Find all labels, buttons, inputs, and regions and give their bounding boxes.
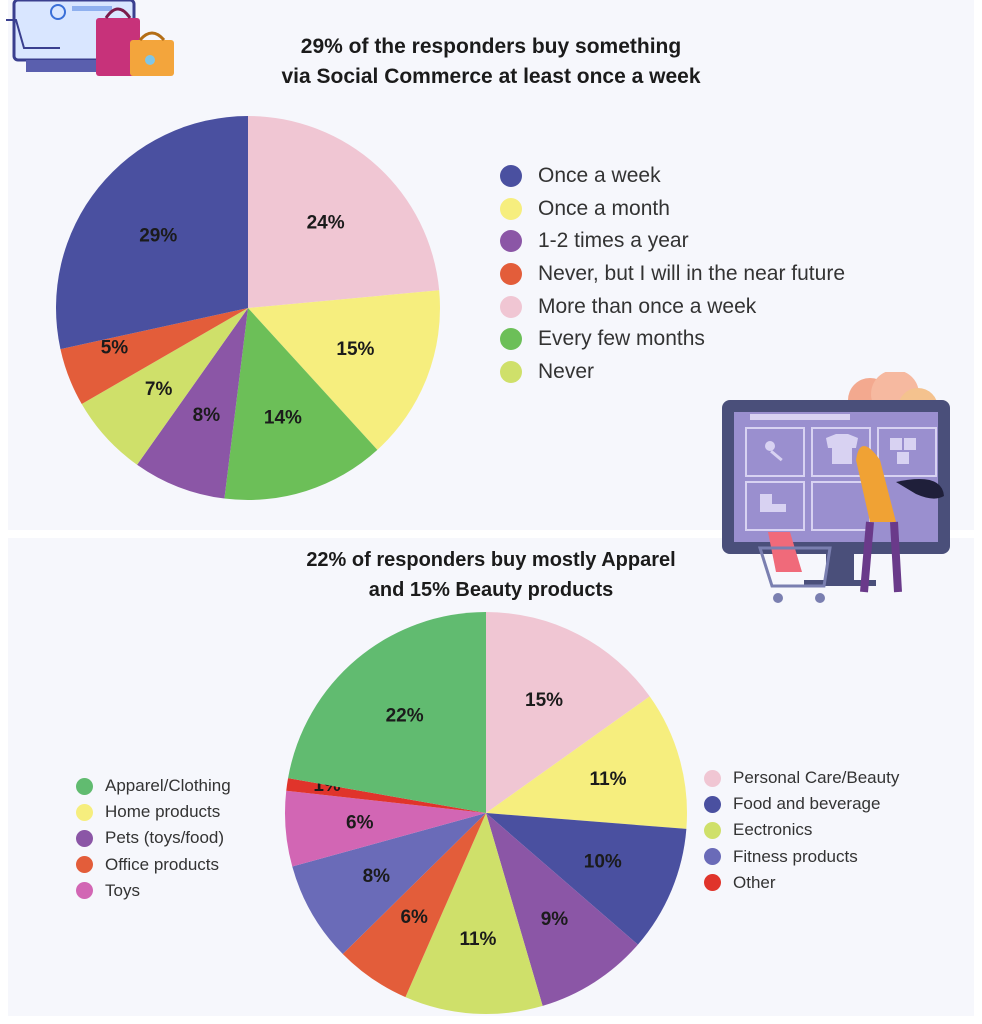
chart-2-legend-swatch: [76, 882, 93, 899]
chart-1-legend-label: Never: [538, 360, 594, 384]
chart-1-data-label-1-2-times-a-year: 8%: [193, 405, 221, 426]
chart-2-legend-item-home-products: Home products: [76, 799, 231, 825]
chart-2-pie: 15%11%10%9%11%6%8%6%1%22%: [280, 610, 692, 1022]
chart-1-legend-swatch: [500, 263, 522, 285]
chart-1-legend-item-1-2-times-a-year: 1-2 times a year: [500, 225, 845, 258]
chart-2-legend-swatch: [704, 796, 721, 813]
chart-1-legend-label: Once a week: [538, 164, 661, 188]
chart-1-title-line-1: 29% of the responders buy something: [0, 32, 982, 62]
chart-2-legend-label: Office products: [105, 855, 219, 875]
chart-1-legend-swatch: [500, 198, 522, 220]
chart-1-data-label-once-a-month: 15%: [336, 339, 374, 360]
chart-1-data-label-never: 7%: [145, 379, 173, 400]
chart-2-legend-item-pets-toys-food: Pets (toys/food): [76, 825, 231, 851]
chart-1-data-label-once-a-week: 29%: [139, 225, 177, 246]
chart-2-legend-label: Toys: [105, 881, 140, 901]
chart-1-legend-swatch: [500, 165, 522, 187]
chart-1-title-line-2: via Social Commerce at least once a week: [0, 62, 982, 92]
chart-2-data-label-office-products: 6%: [400, 907, 428, 928]
chart-1-legend-item-every-few-months: Every few months: [500, 323, 845, 356]
chart-1-legend-item-never-but-i-will-in-the-near-future: Never, but I will in the near future: [500, 258, 845, 291]
chart-2-legend-item-other: Other: [704, 870, 899, 896]
chart-2-legend-swatch: [704, 874, 721, 891]
chart-2-legend-item-apparel-clothing: Apparel/Clothing: [76, 773, 231, 799]
chart-1-legend-label: 1-2 times a year: [538, 229, 689, 253]
chart-2-legend-swatch: [76, 778, 93, 795]
chart-2-legend-left: Apparel/Clothing Home products Pets (toys/…: [76, 773, 231, 904]
chart-1-legend-swatch: [500, 230, 522, 252]
chart-1-title: 29% of the responders buy something via …: [0, 32, 982, 92]
chart-2-legend-item-toys: Toys: [76, 878, 231, 904]
chart-2-data-label-toys: 6%: [346, 813, 374, 834]
chart-2-title: 22% of responders buy mostly Apparel and…: [0, 545, 982, 605]
chart-2-data-label-personal-care-beauty: 15%: [525, 690, 563, 711]
chart-2-data-label-home-products: 11%: [590, 769, 627, 790]
chart-2-legend-swatch: [76, 804, 93, 821]
chart-2-data-label-apparel-clothing: 22%: [386, 705, 424, 726]
chart-2-legend-right: Personal Care/Beauty Food and beverage Eec…: [704, 765, 899, 896]
chart-1-legend-swatch: [500, 296, 522, 318]
chart-2-legend-item-office-products: Office products: [76, 852, 231, 878]
chart-2-legend-label: Personal Care/Beauty: [733, 768, 899, 788]
chart-2-legend-item-food-and-beverage: Food and beverage: [704, 791, 899, 817]
chart-2-legend-label: Home products: [105, 802, 220, 822]
chart-2-legend-swatch: [704, 848, 721, 865]
chart-1-legend-label: Never, but I will in the near future: [538, 262, 845, 286]
chart-2-legend-swatch: [704, 770, 721, 787]
chart-1-legend-item-never: Never: [500, 356, 845, 389]
chart-1-data-label-never-but-i-will-in-the-near-future: 5%: [101, 337, 129, 358]
chart-1-legend: Once a week Once a month 1-2 times a year N…: [500, 160, 845, 388]
chart-1-legend-label: Every few months: [538, 327, 705, 351]
chart-2-legend-label: Pets (toys/food): [105, 828, 224, 848]
chart-2-data-label-fitness-products: 8%: [363, 866, 391, 887]
chart-2-title-line-2: and 15% Beauty products: [0, 575, 982, 605]
chart-2-legend-label: Fitness products: [733, 847, 858, 867]
chart-1-data-label-more-than-once-a-week: 24%: [307, 212, 345, 233]
chart-1-legend-item-once-a-month: Once a month: [500, 193, 845, 226]
chart-2-legend-item-fitness-products: Fitness products: [704, 844, 899, 870]
chart-2-legend-swatch: [704, 822, 721, 839]
chart-2-legend-item-eectronics: Eectronics: [704, 817, 899, 843]
chart-2-legend-swatch: [76, 830, 93, 847]
chart-2-data-label-food-and-beverage: 10%: [584, 851, 622, 872]
chart-2-data-label-pets-toys-food: 9%: [541, 909, 569, 930]
chart-2-title-line-1: 22% of responders buy mostly Apparel: [0, 545, 982, 575]
chart-2-legend-label: Other: [733, 873, 776, 893]
chart-1-legend-swatch: [500, 328, 522, 350]
chart-2-legend-label: Apparel/Clothing: [105, 776, 231, 796]
chart-2-legend-swatch: [76, 856, 93, 873]
chart-1-legend-item-more-than-once-a-week: More than once a week: [500, 290, 845, 323]
chart-2-legend-label: Food and beverage: [733, 794, 880, 814]
chart-2-legend-label: Eectronics: [733, 820, 812, 840]
chart-1-legend-swatch: [500, 361, 522, 383]
chart-1-legend-label: Once a month: [538, 197, 670, 221]
chart-1-legend-item-once-a-week: Once a week: [500, 160, 845, 193]
chart-1-pie: 24% 15% 14% 8% 7% 5% 29%: [50, 110, 450, 510]
chart-1-data-label-every-few-months: 14%: [264, 407, 302, 428]
chart-2-legend-item-personal-care-beauty: Personal Care/Beauty: [704, 765, 899, 791]
chart-1-legend-label: More than once a week: [538, 295, 756, 319]
chart-2-data-label-eectronics: 11%: [459, 929, 496, 950]
